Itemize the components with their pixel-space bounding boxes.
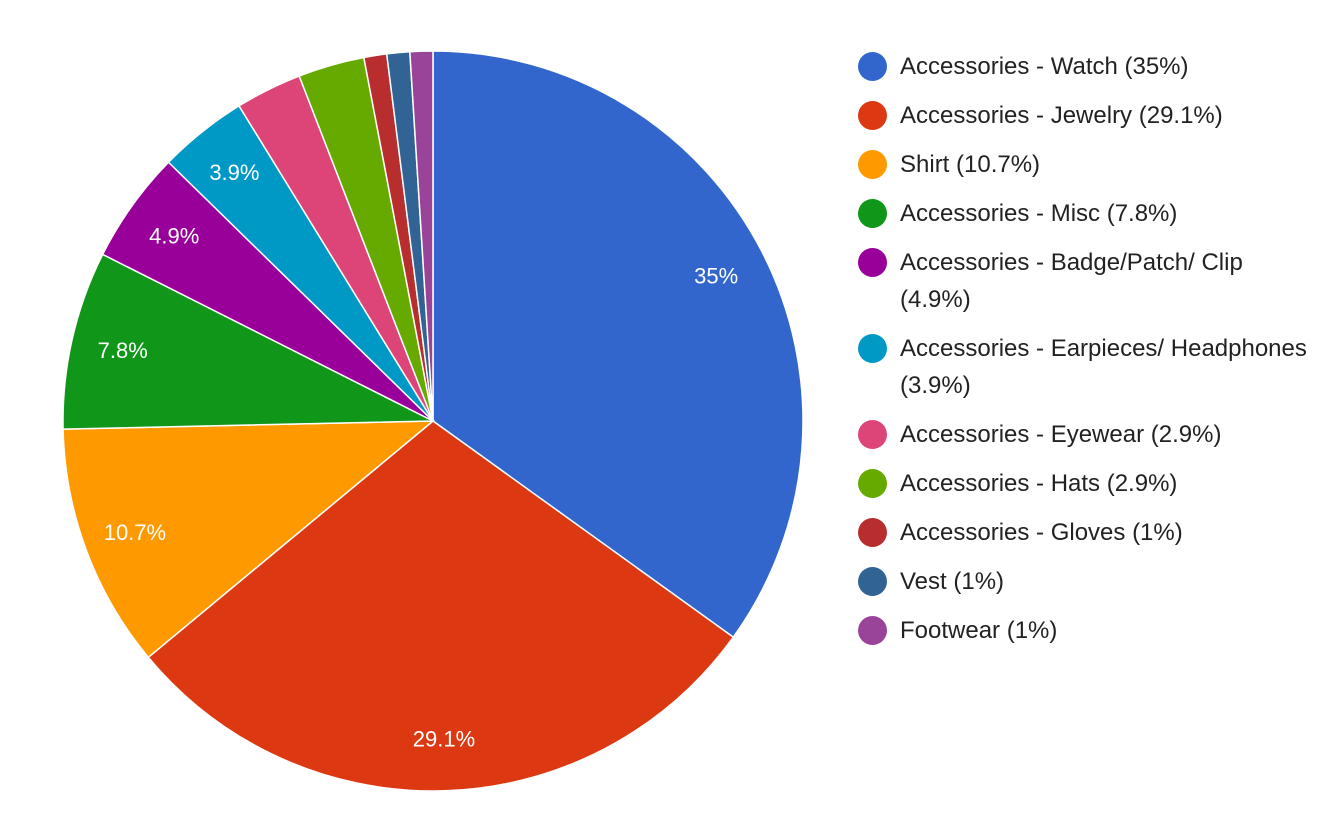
legend-label: Footwear (1%) bbox=[900, 612, 1057, 649]
legend-item: Accessories - Gloves (1%) bbox=[858, 514, 1328, 551]
legend-swatch-icon bbox=[858, 420, 887, 449]
legend-label: Accessories - Eyewear (2.9%) bbox=[900, 416, 1221, 453]
legend-item: Accessories - Hats (2.9%) bbox=[858, 465, 1328, 502]
legend-label: Shirt (10.7%) bbox=[900, 146, 1040, 183]
legend-item: Shirt (10.7%) bbox=[858, 146, 1328, 183]
legend-label: Accessories - Hats (2.9%) bbox=[900, 465, 1177, 502]
slice-label: 35% bbox=[694, 263, 738, 288]
legend-swatch-icon bbox=[858, 101, 887, 130]
legend-item: Accessories - Jewelry (29.1%) bbox=[858, 97, 1328, 134]
legend-item: Accessories - Eyewear (2.9%) bbox=[858, 416, 1328, 453]
legend-label: Accessories - Watch (35%) bbox=[900, 48, 1189, 85]
legend-swatch-icon bbox=[858, 248, 887, 277]
slice-label: 10.7% bbox=[104, 520, 166, 545]
legend-swatch-icon bbox=[858, 52, 887, 81]
legend-swatch-icon bbox=[858, 334, 887, 363]
legend-swatch-icon bbox=[858, 199, 887, 228]
slice-label: 7.8% bbox=[98, 338, 148, 363]
chart-legend: Accessories - Watch (35%) Accessories - J… bbox=[858, 48, 1328, 661]
legend-label: Accessories - Badge/Patch/ Clip (4.9%) bbox=[900, 244, 1310, 318]
legend-item: Accessories - Earpieces/ Headphones (3.9… bbox=[858, 330, 1328, 404]
legend-label: Accessories - Misc (7.8%) bbox=[900, 195, 1177, 232]
legend-label: Accessories - Gloves (1%) bbox=[900, 514, 1183, 551]
slice-label: 3.9% bbox=[209, 160, 259, 185]
legend-label: Vest (1%) bbox=[900, 563, 1004, 600]
legend-label: Accessories - Jewelry (29.1%) bbox=[900, 97, 1223, 134]
legend-item: Accessories - Misc (7.8%) bbox=[858, 195, 1328, 232]
pie-chart-svg: 35% 29.1% 10.7% 7.8% 4.9% 3.9% bbox=[0, 0, 840, 832]
legend-swatch-icon bbox=[858, 518, 887, 547]
legend-item: Footwear (1%) bbox=[858, 612, 1328, 649]
legend-item: Accessories - Watch (35%) bbox=[858, 48, 1328, 85]
legend-swatch-icon bbox=[858, 469, 887, 498]
slice-label: 29.1% bbox=[413, 727, 475, 752]
slice-label: 4.9% bbox=[149, 223, 199, 248]
legend-swatch-icon bbox=[858, 150, 887, 179]
legend-label: Accessories - Earpieces/ Headphones (3.9… bbox=[900, 330, 1310, 404]
legend-swatch-icon bbox=[858, 616, 887, 645]
legend-swatch-icon bbox=[858, 567, 887, 596]
legend-item: Accessories - Badge/Patch/ Clip (4.9%) bbox=[858, 244, 1328, 318]
legend-item: Vest (1%) bbox=[858, 563, 1328, 600]
pie-slices bbox=[63, 51, 803, 791]
